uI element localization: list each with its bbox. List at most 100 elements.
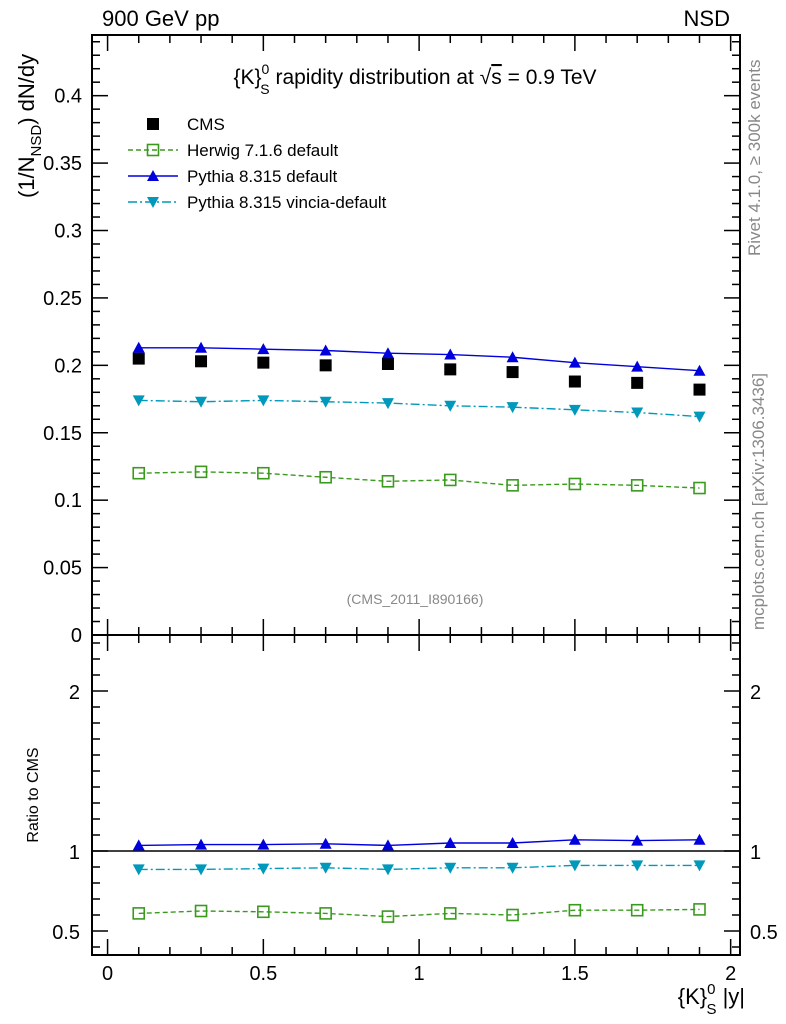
main-point-pythia-8-315-vincia-default <box>693 411 706 423</box>
main-point-pythia-8-315-vincia-default <box>257 395 270 407</box>
x-tick-label: 2 <box>725 963 736 985</box>
ratio-point-herwig-7-1-6-default <box>630 903 644 917</box>
main-point-cms <box>693 383 706 396</box>
ratio-line-herwig-7-1-6-default <box>138 908 700 918</box>
main-point-pythia-8-315-default <box>568 356 581 368</box>
main-point-pythia-8-315-vincia-default <box>631 407 644 419</box>
ratio-point-pythia-8-315-default <box>319 837 332 849</box>
x-axis-label: {K}0 S |y| <box>678 981 745 1018</box>
header-left: 900 GeV pp <box>102 6 219 31</box>
title-sqrt: √ <box>480 66 492 89</box>
ylabel-sub: NSD <box>28 125 45 157</box>
main-point-herwig-7-1-6-default <box>194 465 208 479</box>
y-tick-label-main: 0.15 <box>43 423 82 445</box>
y-tick-label-ratio: 0.5 <box>52 922 80 944</box>
ratio-point-pythia-8-315-vincia-default <box>444 862 457 874</box>
main-line-pythia-8-315-vincia-default <box>138 399 700 418</box>
main-point-pythia-8-315-default <box>444 348 457 360</box>
ylabel-pre: (1/N <box>14 156 39 198</box>
ratio-point-herwig-7-1-6-default <box>443 907 457 920</box>
xlabel-sub: S <box>706 1001 716 1018</box>
ratio-plot-frame <box>91 634 741 956</box>
ratio-point-pythia-8-315-vincia-default <box>257 863 270 875</box>
main-series-group <box>132 341 706 495</box>
y-tick-label-main: 0.25 <box>43 288 82 310</box>
xlabel-post: |y| <box>716 984 745 1009</box>
main-point-pythia-8-315-default <box>195 341 208 353</box>
main-point-cms <box>319 359 332 372</box>
ratio-point-pythia-8-315-default <box>381 839 394 851</box>
ratio-point-pythia-8-315-default <box>132 839 145 851</box>
title-pre: {K} <box>233 66 261 89</box>
ratio-point-pythia-8-315-default <box>631 834 644 846</box>
legend-label-herwig-7-1-6-default: Herwig 7.1.6 default <box>187 141 338 160</box>
main-point-pythia-8-315-vincia-default <box>132 395 145 407</box>
main-point-cms <box>257 356 270 369</box>
ratio-point-pythia-8-315-vincia-default <box>506 862 519 874</box>
title-mid: rapidity distribution at <box>270 66 480 89</box>
main-point-herwig-7-1-6-default <box>506 479 519 492</box>
y-tick-label-main: 0.4 <box>54 86 82 108</box>
ratio-point-herwig-7-1-6-default <box>506 908 519 922</box>
y-tick-label-main: 0.35 <box>43 153 82 175</box>
axis-ticks <box>92 35 740 955</box>
main-line-pythia-8-315-default <box>138 347 700 372</box>
main-point-herwig-7-1-6-default <box>630 479 644 492</box>
ratio-line-pythia-8-315-default <box>138 839 700 847</box>
ratio-point-herwig-7-1-6-default <box>194 904 208 918</box>
ratio-point-herwig-7-1-6-default <box>381 910 395 923</box>
ratio-point-pythia-8-315-vincia-default <box>319 862 332 874</box>
main-point-herwig-7-1-6-default <box>257 466 270 480</box>
main-point-cms <box>444 363 457 376</box>
main-point-cms <box>631 376 644 389</box>
main-point-pythia-8-315-default <box>132 341 145 353</box>
main-point-pythia-8-315-vincia-default <box>568 404 581 416</box>
ratio-point-pythia-8-315-default <box>195 838 208 850</box>
legend-marker-pythia-8-315-vincia-default <box>147 197 159 208</box>
main-point-pythia-8-315-default <box>631 360 644 372</box>
main-point-pythia-8-315-default <box>381 347 394 359</box>
main-point-pythia-8-315-vincia-default <box>381 398 394 410</box>
ratio-point-pythia-8-315-default <box>444 837 457 848</box>
ratio-line-pythia-8-315-vincia-default <box>138 864 700 871</box>
main-point-herwig-7-1-6-default <box>381 474 395 488</box>
y-tick-label-main: 0.1 <box>54 490 82 512</box>
main-point-pythia-8-315-vincia-default <box>319 396 332 408</box>
y-tick-label-ratio-right: 2 <box>750 682 761 704</box>
ratio-point-herwig-7-1-6-default <box>319 907 332 920</box>
mcplots-reference-text: mcplots.cern.ch [arXiv:1306.3436] <box>749 373 768 630</box>
legend-marker-pythia-8-315-default <box>147 170 159 181</box>
main-point-herwig-7-1-6-default <box>132 466 146 480</box>
legend-label-pythia-8-315-default: Pythia 8.315 default <box>187 167 338 186</box>
main-point-cms <box>195 355 208 368</box>
y-tick-label-main: 0.2 <box>54 355 82 377</box>
xlabel-sup: 0 <box>707 981 715 998</box>
main-point-cms <box>568 375 581 388</box>
header-right: NSD <box>684 6 730 31</box>
title-sub: S <box>260 81 269 97</box>
ratio-point-pythia-8-315-vincia-default <box>132 864 145 876</box>
axis-tick-labels: 0 0.5 1 1.5 2 0 0.05 0.1 0.15 0.2 0.25 0.3 0.35 0.4 0.… <box>43 86 778 985</box>
y-tick-label-ratio-right: 1 <box>750 842 761 864</box>
x-tick-label: 0 <box>102 963 113 985</box>
y-tick-label-main: 0.05 <box>43 558 82 580</box>
main-point-pythia-8-315-vincia-default <box>444 400 457 412</box>
ratio-point-pythia-8-315-default <box>257 838 270 850</box>
xlabel-pre: {K} <box>678 984 707 1009</box>
ratio-point-pythia-8-315-default <box>568 833 581 845</box>
main-point-pythia-8-315-vincia-default <box>506 402 519 414</box>
y-axis-label-ratio: Ratio to CMS <box>25 747 42 842</box>
rivet-version-text: Rivet 4.1.0, ≥ 300k events <box>745 60 764 256</box>
main-point-pythia-8-315-default <box>319 344 332 356</box>
main-point-herwig-7-1-6-default <box>568 477 582 491</box>
main-point-pythia-8-315-vincia-default <box>195 396 208 408</box>
y-tick-label-main: 0.3 <box>54 221 82 243</box>
main-point-herwig-7-1-6-default <box>319 470 332 484</box>
ratio-point-herwig-7-1-6-default <box>132 907 146 920</box>
main-point-pythia-8-315-default <box>693 364 706 376</box>
main-point-pythia-8-315-default <box>257 343 270 355</box>
ratio-point-pythia-8-315-vincia-default <box>195 864 208 876</box>
main-point-cms <box>506 366 519 379</box>
ratio-point-pythia-8-315-default <box>693 833 706 845</box>
